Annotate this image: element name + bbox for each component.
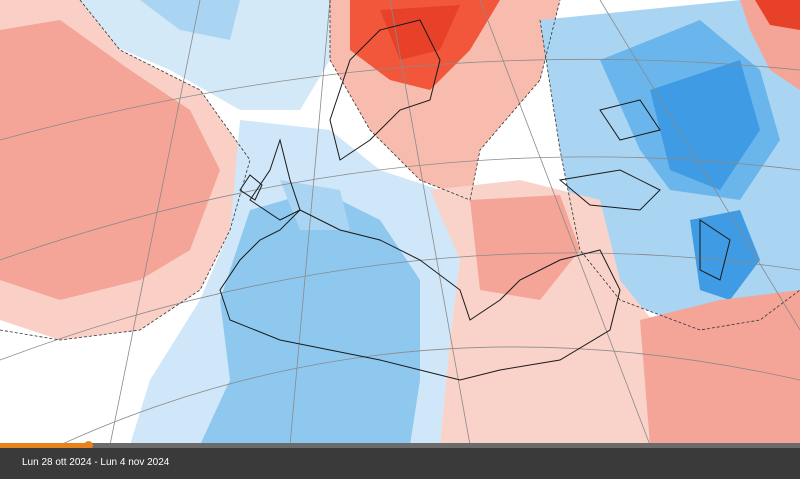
caption-bar: Lun 28 ott 2024 - Lun 4 nov 2024: [0, 448, 800, 479]
progress-bar[interactable]: [0, 441, 800, 450]
caption: Lun 28 ott 2024 - Lun 4 nov 2024: [22, 457, 170, 468]
anomaly-map: [0, 0, 800, 445]
progress-knob[interactable]: [84, 441, 93, 450]
progress-played: [0, 443, 88, 448]
